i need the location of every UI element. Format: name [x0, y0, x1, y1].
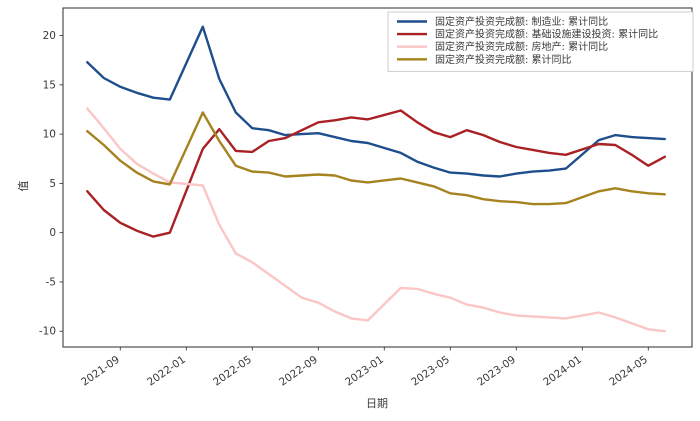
y-axis-title: 值	[17, 181, 30, 192]
series-line-2	[86, 107, 666, 333]
legend-label-2: 固定资产投资完成额: 房地产: 累计同比	[435, 40, 608, 53]
y-tick-label: 20	[43, 30, 56, 42]
x-axis-title: 日期	[366, 397, 388, 410]
series-line-3	[86, 111, 666, 206]
y-tick-label: 0	[49, 227, 56, 239]
y-tick-label: 15	[43, 79, 56, 91]
x-tick-label: 2023-01	[343, 354, 386, 389]
y-tick-label: 10	[43, 129, 56, 141]
legend-box	[387, 11, 694, 72]
x-tick-label: 2023-09	[475, 354, 518, 389]
x-tick-label: 2024-01	[541, 354, 584, 389]
y-tick-label: -5	[46, 276, 56, 288]
x-tick-label: 2022-09	[277, 354, 320, 389]
y-tick-label: -10	[39, 326, 56, 338]
x-tick-label: 2022-01	[145, 354, 188, 389]
x-tick-label: 2024-05	[607, 354, 650, 389]
plot-border	[62, 7, 693, 348]
x-tick-label: 2021-09	[79, 354, 122, 389]
series-line-0	[86, 25, 666, 178]
legend-label-0: 固定资产投资完成额: 制造业: 累计同比	[435, 15, 608, 28]
x-tick-label: 2023-05	[409, 354, 452, 389]
series-line-1	[86, 109, 666, 238]
y-tick-label: 5	[49, 178, 56, 190]
legend-label-1: 固定资产投资完成额: 基础设施建设投资: 累计同比	[435, 28, 658, 41]
legend-label-3: 固定资产投资完成额: 累计同比	[435, 53, 572, 66]
x-tick-label: 2022-05	[211, 354, 254, 389]
